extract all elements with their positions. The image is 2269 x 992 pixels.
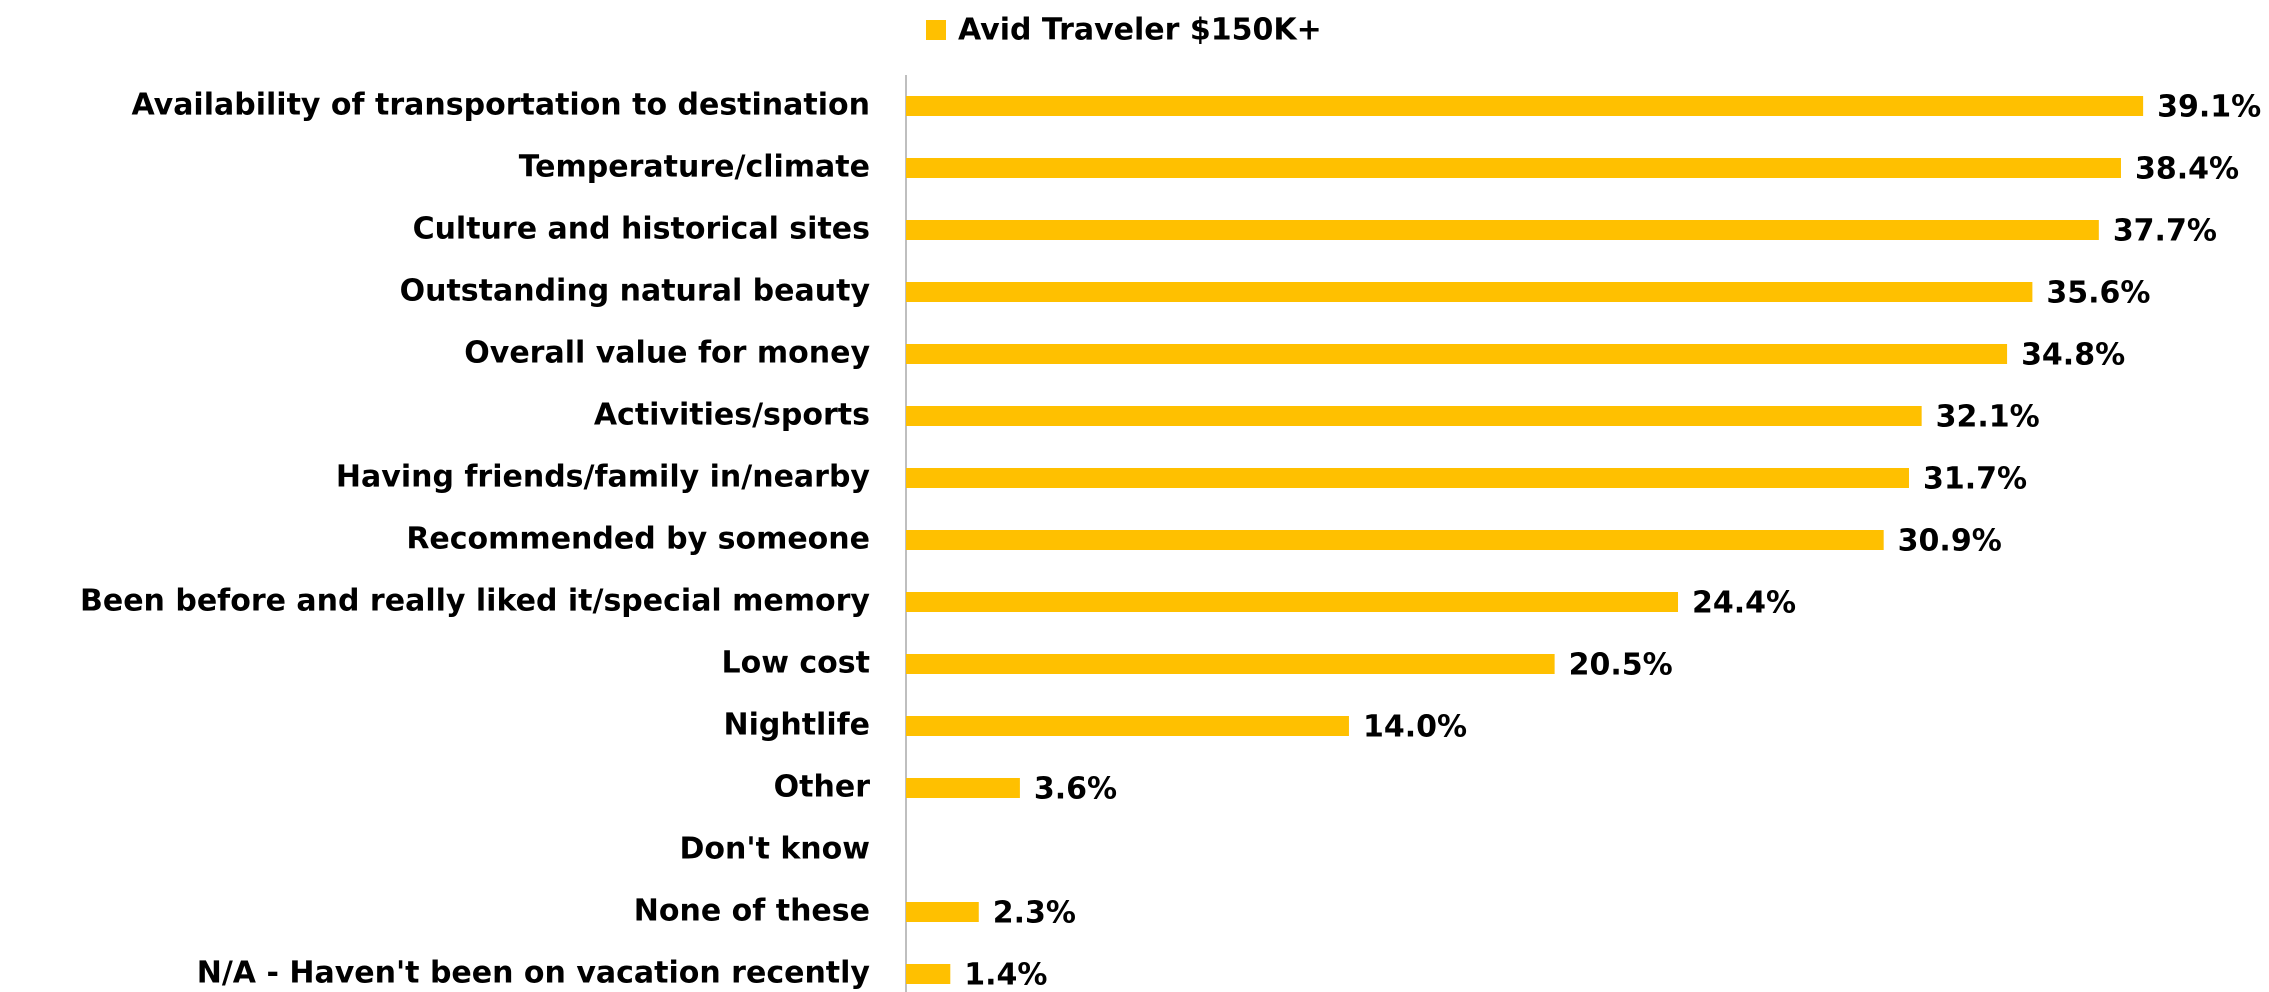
category-label: Temperature/climate [519,150,870,185]
bar [906,964,951,984]
bar [906,406,1922,426]
legend-label: Avid Traveler $150K+ [958,13,1322,48]
value-label: 3.6% [1034,772,1117,807]
bar [906,96,2144,116]
category-label: Nightlife [723,708,870,743]
value-label: 38.4% [2135,152,2239,187]
category-label: Having friends/family in/nearby [336,460,871,495]
bar [906,220,2099,240]
category-label: Activities/sports [594,398,870,433]
value-label: 24.4% [1692,586,1796,621]
value-label: 2.3% [993,896,1076,931]
value-label: 14.0% [1363,710,1467,745]
bar [906,530,1884,550]
bar [906,592,1679,612]
category-label: Availability of transportation to destin… [131,88,870,123]
legend-swatch [926,20,946,40]
value-label: 34.8% [2021,338,2125,373]
value-label: 30.9% [1898,524,2002,559]
category-label: Don't know [680,832,870,867]
bar [906,902,979,922]
category-label: Overall value for money [464,336,870,371]
value-label: 37.7% [2113,214,2217,249]
category-label: Recommended by someone [406,522,870,557]
category-label: Outstanding natural beauty [400,274,871,309]
value-label: 32.1% [1936,400,2040,435]
value-label: 35.6% [2046,276,2150,311]
value-label: 31.7% [1923,462,2027,497]
category-label: None of these [634,894,870,929]
bar [906,654,1555,674]
value-label: 39.1% [2157,90,2261,125]
category-label: N/A - Haven't been on vacation recently [197,956,871,991]
category-label: Been before and really liked it/special … [80,584,870,619]
bar [906,468,1909,488]
bar [906,282,2033,302]
value-label: 20.5% [1569,648,1673,683]
bar [906,158,2121,178]
value-label: 1.4% [964,958,1047,992]
category-label: Culture and historical sites [413,212,870,247]
bar [906,778,1020,798]
category-label: Low cost [722,646,870,681]
category-label: Other [774,770,871,805]
bar [906,344,2008,364]
bar [906,716,1349,736]
